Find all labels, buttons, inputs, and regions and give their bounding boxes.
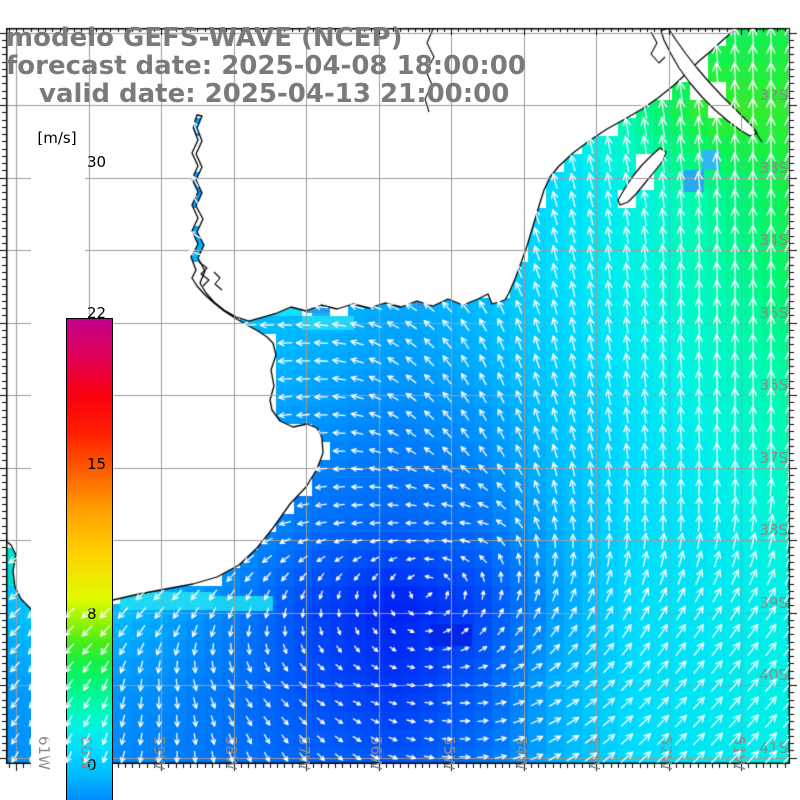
colorbar-unit-label: [m/s] xyxy=(37,129,77,147)
colorbar-tick-label: 0 xyxy=(87,756,97,774)
colorbar-tick-label: 22 xyxy=(87,303,107,322)
valid-date: valid date: 2025-04-13 21:00:00 xyxy=(39,79,510,109)
model-name: modelo GEFS-WAVE (NCEP) xyxy=(6,23,403,53)
colorbar-tick-label: 30 xyxy=(87,153,107,171)
forecast-date: forecast date: 2025-04-08 18:00:00 xyxy=(6,51,526,81)
colorbar-tick-label: 15 xyxy=(87,454,107,473)
colorbar-tick-label: 8 xyxy=(87,605,97,624)
colorbar-gradient xyxy=(66,318,113,800)
colorbar-background xyxy=(31,157,113,800)
plot-title-block: modelo GEFS-WAVE (NCEP) forecast date: 2… xyxy=(6,24,526,108)
